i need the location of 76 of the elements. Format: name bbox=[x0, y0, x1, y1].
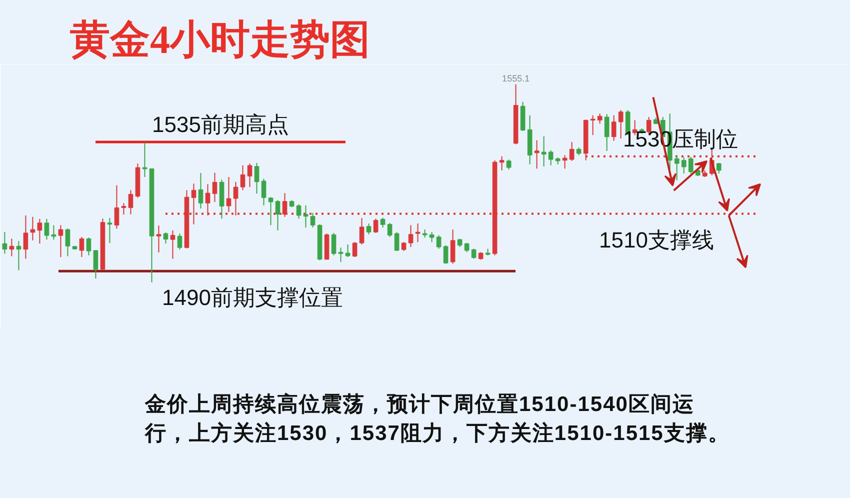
candlestick bbox=[618, 110, 624, 140]
candlestick bbox=[471, 248, 476, 260]
candlestick bbox=[359, 218, 364, 245]
ref-line-label: 1510支撑线 bbox=[599, 228, 714, 253]
candlestick bbox=[604, 114, 610, 152]
candlestick bbox=[16, 240, 22, 271]
candlestick bbox=[597, 113, 602, 124]
candlestick bbox=[226, 176, 232, 212]
candlestick bbox=[233, 181, 238, 216]
candlestick bbox=[373, 218, 378, 234]
candlestick bbox=[366, 222, 372, 235]
candlestick bbox=[436, 234, 442, 250]
candlestick bbox=[9, 238, 14, 257]
candlestick bbox=[128, 190, 134, 215]
candlestick bbox=[177, 233, 182, 250]
candlestick bbox=[611, 114, 616, 142]
candlestick bbox=[79, 236, 84, 258]
text: 金价上周持续高位震荡，预计下周位置1510-1540区间运行，上方关注1530，1537阻力，下方关注1510-1515支撑。 bbox=[144, 392, 730, 447]
candlestick bbox=[380, 217, 386, 228]
candlestick bbox=[58, 224, 64, 258]
candlestick bbox=[310, 212, 316, 228]
candlestick bbox=[282, 192, 288, 218]
candlestick bbox=[415, 222, 420, 243]
candlestick bbox=[562, 154, 568, 170]
candlestick bbox=[93, 250, 98, 280]
candlestick bbox=[506, 158, 512, 170]
candlestick bbox=[548, 150, 554, 166]
candlestick bbox=[450, 229, 456, 264]
candlestick bbox=[296, 204, 302, 220]
candlestick bbox=[275, 200, 280, 231]
candlestick bbox=[37, 218, 42, 244]
candlestick bbox=[65, 228, 70, 257]
candlestick bbox=[688, 156, 694, 174]
candlestick bbox=[205, 184, 210, 216]
candlestick bbox=[30, 216, 36, 241]
candlestick bbox=[86, 237, 92, 256]
candlestick bbox=[303, 204, 308, 228]
chart-title: 黄金4小时走势图 bbox=[69, 16, 370, 64]
annotation: 1555.1 bbox=[502, 73, 530, 84]
candlestick bbox=[394, 232, 400, 252]
candlestick bbox=[156, 224, 162, 253]
candlestick bbox=[114, 184, 120, 230]
candlestick bbox=[163, 232, 168, 244]
candlestick bbox=[142, 142, 148, 178]
candlestick bbox=[261, 178, 266, 206]
candlestick bbox=[443, 244, 448, 264]
candlestick bbox=[268, 196, 274, 226]
candlestick bbox=[569, 141, 574, 162]
candlestick bbox=[107, 218, 112, 244]
candlestick bbox=[352, 242, 358, 258]
candlestick bbox=[51, 224, 56, 240]
candlestick bbox=[170, 230, 176, 260]
candlestick bbox=[590, 114, 596, 136]
candlestick bbox=[429, 232, 434, 243]
candlestick bbox=[2, 232, 8, 254]
candlestick bbox=[681, 156, 686, 174]
candlestick bbox=[212, 172, 218, 202]
candlestick bbox=[408, 224, 414, 248]
candlestick bbox=[240, 164, 246, 191]
candlestick bbox=[198, 172, 204, 210]
candlestick bbox=[44, 218, 50, 240]
candlestick bbox=[23, 214, 28, 260]
candlestick bbox=[121, 202, 126, 216]
candlestick bbox=[387, 222, 392, 238]
candlestick bbox=[534, 140, 540, 170]
candlestick bbox=[247, 163, 252, 188]
candlestick bbox=[499, 156, 504, 171]
candlestick bbox=[331, 232, 336, 256]
candlestick bbox=[345, 244, 350, 258]
candlestick bbox=[254, 162, 260, 194]
candlestick bbox=[191, 183, 196, 225]
ref-line-label: 1490前期支撑位置 bbox=[162, 285, 343, 310]
candlestick bbox=[338, 247, 344, 262]
ref-line-label: 1535前期高点 bbox=[152, 112, 289, 137]
candlestick bbox=[674, 154, 680, 181]
candlestick bbox=[541, 136, 546, 167]
